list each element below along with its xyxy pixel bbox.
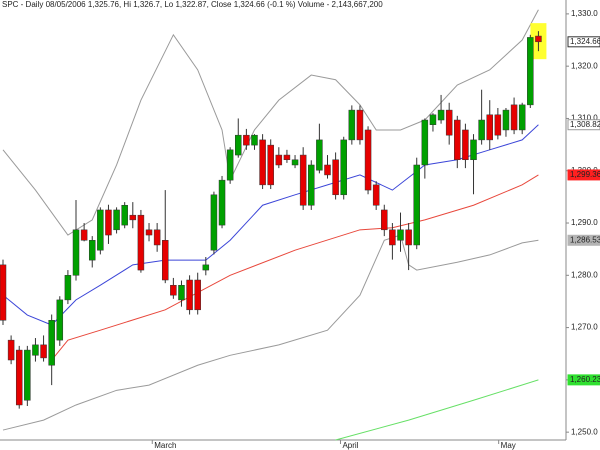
candle-body — [364, 129, 372, 191]
indicator-label: 1,260.23 — [570, 375, 600, 384]
candle-body — [405, 229, 412, 246]
y-tick-label: 1,270.0 — [571, 323, 598, 332]
candle-body — [194, 279, 201, 311]
candle-body — [429, 114, 437, 125]
candle-body — [153, 229, 161, 246]
candle-body — [186, 279, 193, 311]
candle-body — [259, 139, 266, 186]
candle-body — [340, 139, 347, 196]
indicator-line — [51, 174, 539, 361]
indicator-label: 1,308.82 — [570, 120, 600, 129]
close-label: 1,324.66 — [570, 37, 600, 46]
candle-body — [437, 109, 445, 121]
candle-body — [210, 194, 218, 251]
candle-body — [137, 214, 145, 271]
indicator-line — [2, 234, 539, 431]
candle-body — [413, 164, 420, 246]
indicator-label-box — [567, 374, 600, 386]
candle-body — [308, 164, 315, 206]
candle-body — [129, 214, 137, 221]
candle-body — [291, 159, 299, 166]
candle-body — [518, 104, 526, 131]
candle-body — [145, 229, 153, 236]
candle-body — [478, 119, 485, 141]
y-tick-label: 1,290.0 — [571, 218, 598, 227]
candle-body — [535, 35, 542, 43]
candle-body — [381, 209, 388, 231]
candle-body — [275, 154, 283, 166]
candle-body — [462, 129, 469, 161]
candle-body — [121, 204, 128, 226]
candle-body — [397, 229, 404, 241]
candle-body — [445, 109, 453, 136]
indicator-line — [335, 379, 539, 441]
candle-body — [161, 240, 169, 281]
candle-body — [356, 109, 364, 141]
candle-body — [267, 144, 274, 186]
candle-body — [40, 344, 47, 359]
y-tick-label: 1,320.0 — [571, 61, 598, 70]
y-tick-label: 1,250.0 — [571, 427, 598, 436]
indicator-label-box — [567, 119, 600, 131]
candle-body — [7, 339, 15, 361]
candle-body — [24, 349, 31, 401]
candle-body — [283, 154, 291, 161]
chart-title: SPC - Daily 08/05/2006 1,325.76, Hi 1,32… — [2, 0, 383, 9]
y-tick-label: 1,280.0 — [571, 270, 598, 279]
close-label-box — [567, 36, 600, 48]
candle-body — [88, 240, 96, 261]
candle-body — [486, 114, 493, 141]
candle-body — [202, 264, 210, 271]
candle-body — [243, 134, 250, 146]
candle-body — [64, 275, 72, 301]
candle-body — [218, 179, 226, 226]
candle-body — [97, 209, 104, 251]
candle-body — [178, 284, 185, 301]
candle-body — [494, 114, 502, 136]
y-tick-label: 1,330.0 — [571, 9, 598, 18]
candle-body — [0, 264, 7, 321]
candle-body — [15, 349, 23, 406]
candle-body — [299, 154, 307, 206]
candle-body — [80, 229, 88, 241]
candle-body — [113, 209, 120, 231]
y-tick-label: 1,310.0 — [571, 114, 598, 123]
candle-body — [105, 209, 112, 236]
candle-body — [72, 229, 80, 276]
candle-body — [170, 284, 177, 296]
candle-body — [454, 119, 461, 161]
indicator-label: 1,299.36 — [570, 170, 600, 179]
candle-body — [332, 159, 339, 196]
candle-body — [316, 139, 323, 171]
x-tick-label: May — [501, 441, 516, 450]
candle-body — [348, 109, 356, 141]
x-tick-label: March — [154, 441, 176, 450]
candle-body — [510, 104, 518, 131]
candle-body — [235, 134, 242, 156]
candle-body — [470, 139, 477, 161]
candle-body — [421, 119, 429, 166]
indicator-label-box — [567, 234, 600, 246]
candle-body — [389, 229, 396, 246]
candle-body — [527, 37, 534, 106]
candle-body — [372, 184, 380, 206]
candle-body — [251, 134, 258, 146]
indicator-label-box — [567, 169, 600, 181]
candle-body — [32, 344, 39, 356]
candle-body — [48, 320, 55, 366]
candle-body — [56, 299, 64, 341]
candle-body — [324, 164, 331, 176]
x-tick-label: April — [342, 441, 358, 450]
indicator-label: 1,286.53 — [570, 235, 600, 244]
candle-body — [226, 149, 234, 181]
candle-body — [502, 109, 510, 131]
